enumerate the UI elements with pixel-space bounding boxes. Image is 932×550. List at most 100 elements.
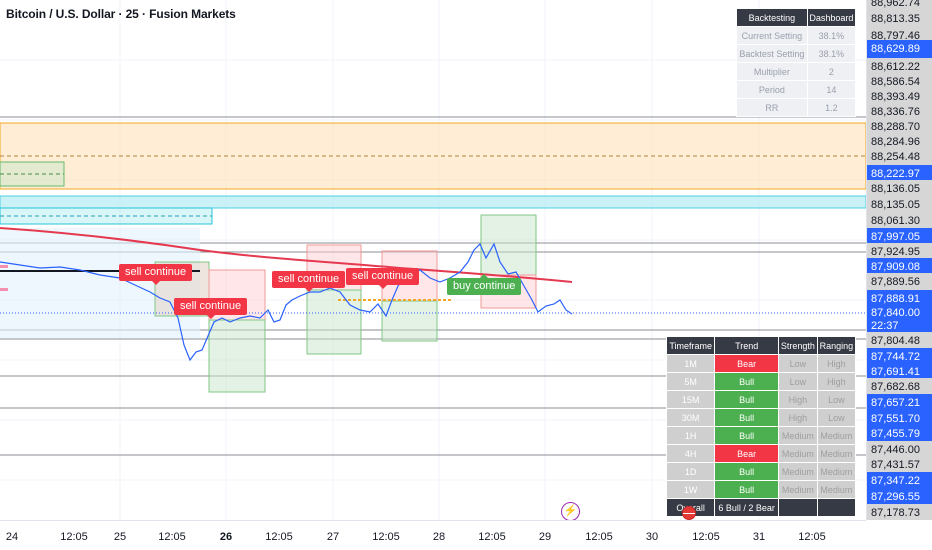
price-label: 88,962.74 xyxy=(867,0,932,12)
trend-row: 30M Bull High Low xyxy=(665,408,857,427)
trend-row: 1W Bull Medium Medium xyxy=(665,480,857,499)
trend-cell: Bear xyxy=(714,354,779,373)
tt-header: Trend xyxy=(714,336,779,355)
price-line xyxy=(0,242,573,362)
lightning-icon[interactable]: ⚡ xyxy=(561,502,580,520)
bt-header: Backtesting xyxy=(736,8,808,27)
price-label: 88,135.05 xyxy=(867,196,932,214)
us-flag-icon[interactable] xyxy=(682,506,696,520)
chart-title: Bitcoin / U.S. Dollar · 25 · Fusion Mark… xyxy=(6,7,236,21)
trend-row: 1D Bull Medium Medium xyxy=(665,462,857,481)
sell-continue-signal: sell continue xyxy=(346,268,420,289)
time-label: 12:05 xyxy=(585,531,613,543)
chart-area[interactable]: Bitcoin / U.S. Dollar · 25 · Fusion Mark… xyxy=(0,0,866,520)
time-label: 31 xyxy=(752,531,766,543)
time-label: 25 xyxy=(113,531,127,543)
time-label: 28 xyxy=(432,531,446,543)
price-label: 87,924.95 xyxy=(867,243,932,261)
price-label: 88,586.54 xyxy=(867,73,932,91)
trend-cell: Bear xyxy=(714,444,779,463)
ranging-cell: Low xyxy=(816,390,857,409)
ranging-cell: Medium xyxy=(816,462,857,481)
time-label: 27 xyxy=(326,531,340,543)
bt-value: 14 xyxy=(806,80,857,99)
price-label: 88,222.97 xyxy=(867,165,932,183)
price-label: 87,296.55 xyxy=(867,488,932,506)
trend-cell: Bull xyxy=(714,480,779,499)
timeframe-cell: 1M xyxy=(665,354,716,373)
backtest-table: Backtesting Dashboard Current Setting 38.1… xyxy=(736,8,857,117)
time-label: 12:05 xyxy=(692,531,720,543)
price-label: 88,284.96 xyxy=(867,133,932,151)
bt-value: 38.1% xyxy=(806,26,857,45)
time-label: 12:05 xyxy=(158,531,186,543)
sell-continue-signal: sell continue xyxy=(174,298,248,319)
bt-label: Backtest Setting xyxy=(736,44,808,63)
trend-cell: Bull xyxy=(714,426,779,445)
price-label: 87,446.00 xyxy=(867,441,932,459)
time-label: 12:05 xyxy=(478,531,506,543)
strength-cell: High xyxy=(778,390,818,409)
trend-row: 15M Bull High Low xyxy=(665,390,857,409)
time-axis[interactable]: 24 12:05 25 12:05 26 12:05 27 12:05 28 12:05 29 12:… xyxy=(0,520,866,550)
ranging-cell: Medium xyxy=(816,480,857,499)
ranging-cell: High xyxy=(816,372,857,391)
trend-row: 4H Bear Medium Medium xyxy=(665,444,857,463)
time-label: 12:05 xyxy=(372,531,400,543)
tt-header: Strength xyxy=(778,336,818,355)
time-label: 12:05 xyxy=(798,531,826,543)
price-label: 87,804.48 xyxy=(867,332,932,350)
bt-label: Multiplier xyxy=(736,62,808,81)
bt-value: 2 xyxy=(806,62,857,81)
strength-cell: Low xyxy=(778,372,818,391)
price-label: 87,909.08 xyxy=(867,258,932,276)
price-candles xyxy=(0,242,573,362)
ranging-cell: Low xyxy=(816,408,857,427)
timeframe-cell: 5M xyxy=(665,372,716,391)
price-label: 88,612.22 xyxy=(867,58,932,76)
price-axis[interactable]: 88,962.74 88,813.35 88,797.46 88,629.89 88,6… xyxy=(866,0,932,520)
buy-continue-signal: buy continue xyxy=(447,274,522,295)
price-label: 88,061.30 xyxy=(867,212,932,230)
price-label: 87,551.70 xyxy=(867,410,932,428)
bt-label: Current Setting xyxy=(736,26,808,45)
price-label: 87,889.56 xyxy=(867,273,932,291)
timeframe-cell: 1W xyxy=(665,480,716,499)
time-label: 29 xyxy=(538,531,552,543)
price-label: 87,347.22 xyxy=(867,472,932,490)
strength-cell: Medium xyxy=(778,480,818,499)
price-label: 87,997.05 xyxy=(867,228,932,246)
price-label: 87,431.57 xyxy=(867,456,932,474)
bt-value: 38.1% xyxy=(806,44,857,63)
price-label: 88,254.48 xyxy=(867,148,932,166)
price-label: 88,136.05 xyxy=(867,180,932,198)
trend-cell: Bull xyxy=(714,390,779,409)
bt-label: Period xyxy=(736,80,808,99)
trend-cell: Bull xyxy=(714,408,779,427)
ranging-cell: Medium xyxy=(816,444,857,463)
timeframe-cell: 1H xyxy=(665,426,716,445)
trend-cell: Bull xyxy=(714,462,779,481)
strength-cell: Low xyxy=(778,354,818,373)
ranging-cell: Medium xyxy=(816,426,857,445)
timeframe-cell: 1D xyxy=(665,462,716,481)
price-label: 87,178.73 xyxy=(867,504,932,520)
price-label: 87,744.72 xyxy=(867,348,932,366)
price-label: 22:37 xyxy=(867,317,932,335)
timeframe-cell: 4H xyxy=(665,444,716,463)
trend-row: 1H Bull Medium Medium xyxy=(665,426,857,445)
strength-cell: Medium xyxy=(778,444,818,463)
price-label: 87,888.91 xyxy=(867,290,932,308)
price-chart[interactable] xyxy=(0,0,866,520)
bt-header: Dashboard xyxy=(806,8,857,27)
price-label: 88,336.76 xyxy=(867,103,932,121)
time-label: 24 xyxy=(5,531,19,543)
price-label: 88,813.35 xyxy=(867,10,932,28)
timeframe-cell: 30M xyxy=(665,408,716,427)
time-label: 12:05 xyxy=(60,531,88,543)
strength-cell: High xyxy=(778,408,818,427)
price-label: 88,393.49 xyxy=(867,88,932,106)
ranging-cell: High xyxy=(816,354,857,373)
sell-continue-signal: sell continue xyxy=(119,264,193,285)
price-label: 88,288.70 xyxy=(867,118,932,136)
